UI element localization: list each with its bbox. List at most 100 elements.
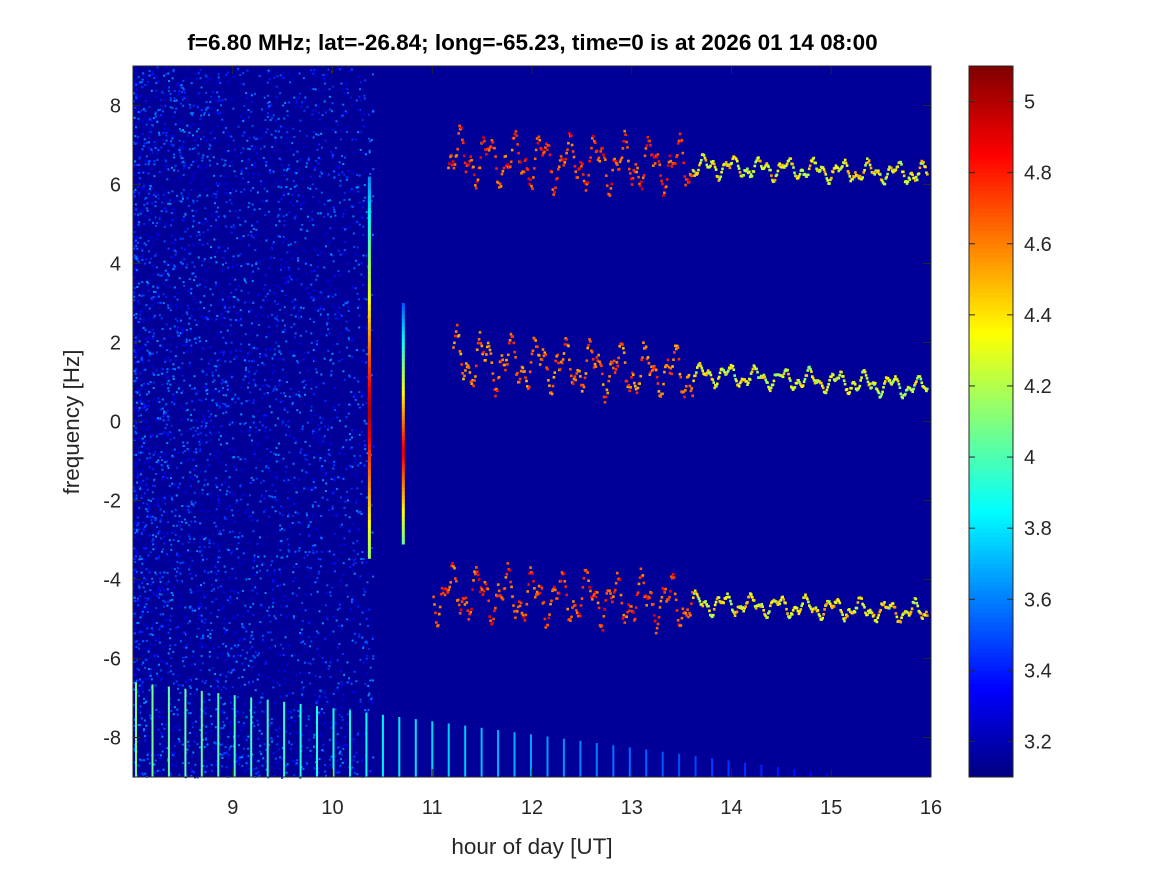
colorbar-band	[969, 759, 1013, 765]
colorbar-band	[969, 617, 1013, 622]
colorbar-band	[969, 492, 1013, 498]
colorbar-band	[969, 537, 1013, 542]
colorbar-band	[969, 177, 1013, 183]
colorbar-band	[969, 501, 1013, 507]
colorbar-band	[969, 510, 1013, 516]
colorbar-band	[969, 101, 1013, 107]
colorbar-band	[969, 150, 1013, 156]
colorbar-band	[969, 114, 1013, 120]
colorbar-band	[969, 199, 1013, 205]
colorbar-band	[969, 230, 1013, 236]
colorbar-band	[969, 421, 1013, 427]
colorbar-band	[969, 74, 1013, 80]
colorbar-band	[969, 550, 1013, 556]
colorbar-band	[969, 657, 1013, 662]
colorbar-tick-label: 4.2	[1024, 376, 1052, 398]
colorbar-band	[969, 763, 1013, 769]
colorbar-band	[969, 79, 1013, 85]
colorbar-band	[969, 608, 1013, 614]
colorbar-band	[969, 568, 1013, 574]
colorbar-band	[969, 563, 1013, 569]
colorbar-band	[969, 545, 1013, 551]
colorbar-band	[969, 105, 1013, 111]
colorbar-band	[969, 714, 1013, 720]
colorbar-band	[969, 194, 1013, 200]
colorbar-band	[969, 310, 1013, 316]
colorbar-band	[969, 737, 1013, 742]
colorbar-band	[969, 745, 1013, 751]
doppler-trace-upper	[447, 124, 929, 197]
colorbar-band	[969, 163, 1013, 169]
colorbar-band	[969, 132, 1013, 138]
colorbar-band	[969, 692, 1013, 698]
colorbar-band	[969, 239, 1013, 245]
colorbar-band	[969, 497, 1013, 502]
colorbar-band	[969, 257, 1013, 263]
colorbar-band	[969, 372, 1013, 378]
colorbar-tick-label: 4.8	[1024, 163, 1052, 185]
colorbar-band	[969, 265, 1013, 271]
colorbar-band	[969, 66, 1013, 71]
colorbar-band	[969, 434, 1013, 440]
colorbar-band	[969, 345, 1013, 351]
colorbar-band	[969, 772, 1013, 778]
colorbar-band	[969, 159, 1013, 165]
colorbar-band	[969, 590, 1013, 596]
colorbar-band	[969, 408, 1013, 414]
colorbar-band	[969, 350, 1013, 356]
colorbar-band	[969, 359, 1013, 365]
colorbar-band	[969, 417, 1013, 422]
colorbar-band	[969, 425, 1013, 431]
x-tick-label: 14	[720, 797, 742, 819]
colorbar-band	[969, 123, 1013, 129]
colorbar-band	[969, 768, 1013, 774]
colorbar-band	[969, 141, 1013, 147]
colorbar-band	[969, 448, 1013, 454]
x-tick-label: 16	[920, 797, 942, 819]
y-tick-label: 0	[110, 412, 121, 434]
colorbar-band	[969, 457, 1013, 462]
colorbar-band	[969, 110, 1013, 116]
colorbar-band	[969, 470, 1013, 476]
colorbar-band	[969, 154, 1013, 160]
colorbar-band	[969, 621, 1013, 627]
x-tick-label: 11	[422, 797, 443, 819]
doppler-trace-lower	[432, 561, 929, 635]
colorbar-band	[969, 532, 1013, 538]
colorbar-band	[969, 305, 1013, 311]
colorbar-band	[969, 670, 1013, 676]
colorbar-band	[969, 443, 1013, 449]
colorbar-band	[969, 701, 1013, 707]
colorbar-band	[969, 674, 1013, 680]
y-tick-label: -2	[103, 491, 121, 513]
colorbar-band	[969, 92, 1013, 98]
colorbar-band	[969, 70, 1013, 76]
bottom-comb	[135, 682, 845, 777]
colorbar-band	[969, 128, 1013, 134]
colorbar-band	[969, 585, 1013, 591]
colorbar-band	[969, 363, 1013, 369]
colorbar-frame	[968, 65, 1014, 778]
colorbar-band	[969, 754, 1013, 760]
colorbar-band	[969, 168, 1013, 174]
colorbar-band	[969, 399, 1013, 405]
colorbar-band	[969, 661, 1013, 667]
colorbar-band	[969, 505, 1013, 511]
colorbar-band	[969, 719, 1013, 725]
colorbar-band	[969, 688, 1013, 694]
colorbar-band	[969, 332, 1013, 338]
colorbar-band	[969, 243, 1013, 249]
colorbar-band	[969, 603, 1013, 609]
colorbar-band	[969, 439, 1013, 445]
colorbar-band	[969, 225, 1013, 231]
colorbar-tick-label: 3.4	[1024, 660, 1052, 682]
colorbar-band	[969, 639, 1013, 645]
colorbar-band	[969, 172, 1013, 178]
colorbar-band	[969, 248, 1013, 254]
colorbar-band	[969, 403, 1013, 409]
colorbar-band	[969, 252, 1013, 258]
colorbar-tick-label: 3.8	[1024, 518, 1052, 540]
y-tick-label: -6	[103, 649, 121, 671]
x-tick-label: 12	[521, 797, 543, 819]
colorbar-band	[969, 97, 1013, 103]
